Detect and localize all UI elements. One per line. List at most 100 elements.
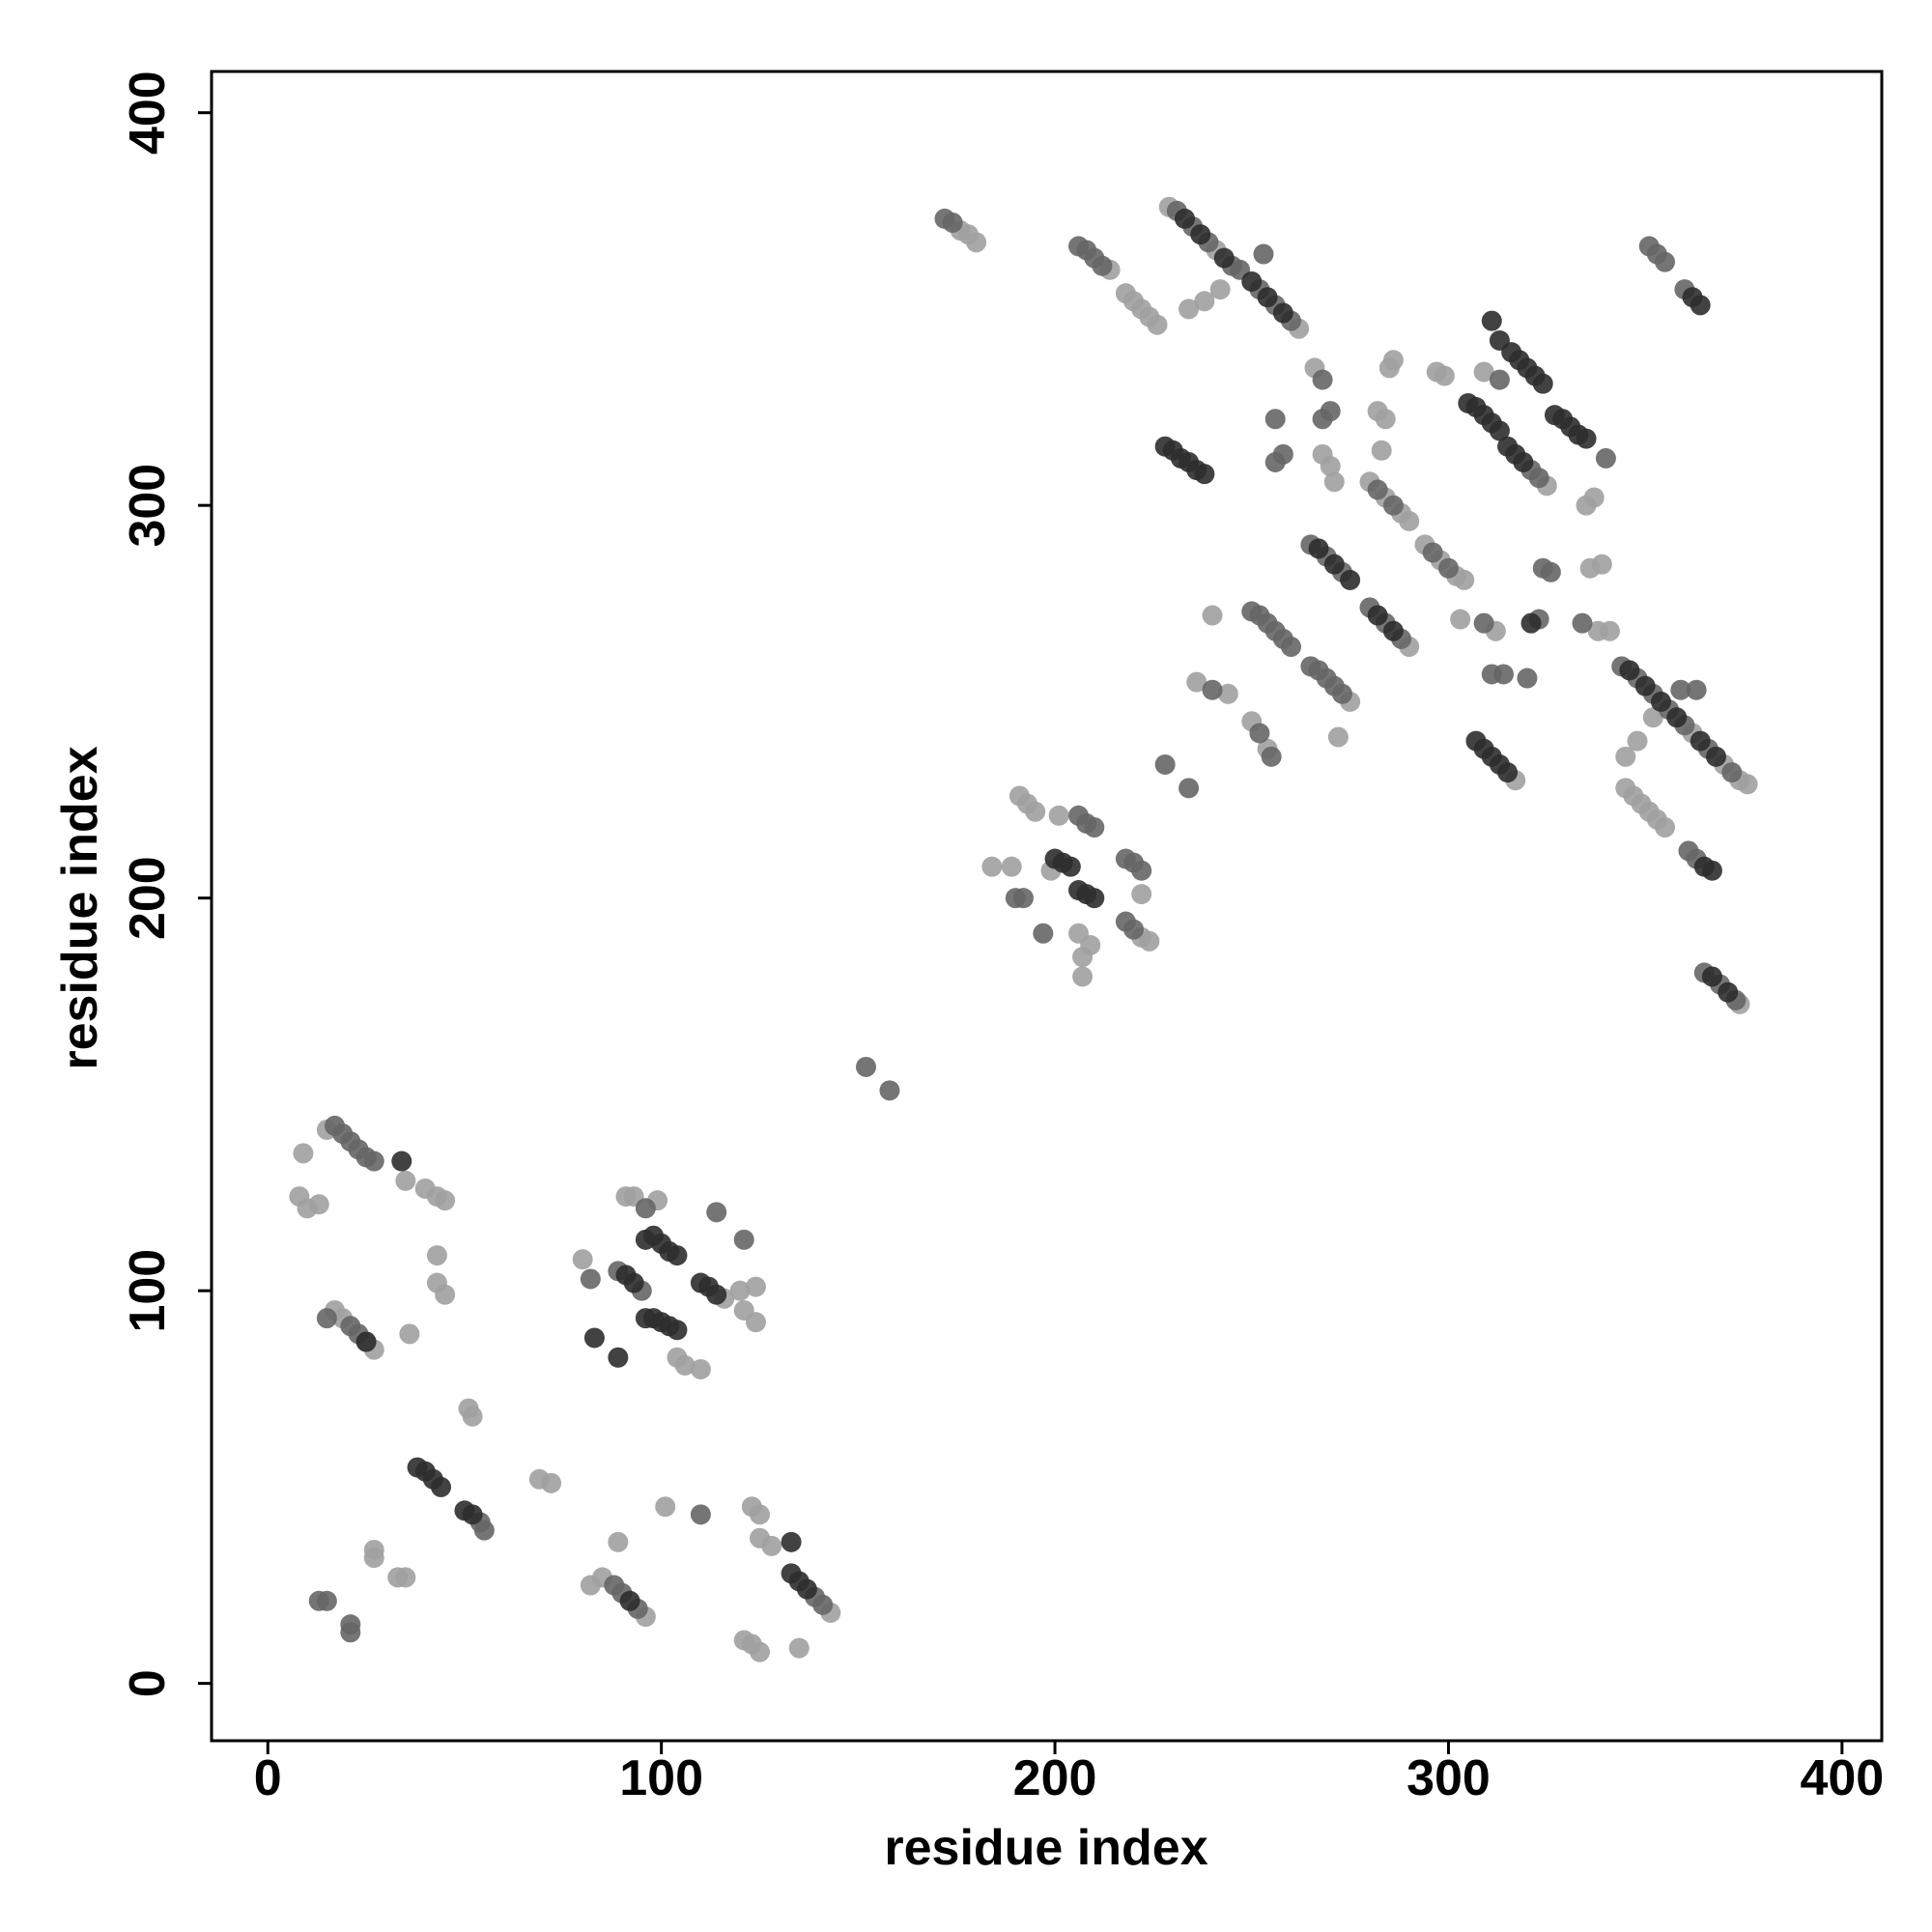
point	[348, 1139, 369, 1160]
point	[750, 1641, 771, 1662]
point	[856, 1056, 877, 1077]
point	[1642, 707, 1663, 728]
point	[1540, 561, 1561, 582]
point	[541, 1472, 562, 1493]
point	[788, 1637, 810, 1659]
point	[435, 1190, 456, 1211]
point	[1371, 440, 1392, 461]
point	[1320, 401, 1341, 422]
point	[1634, 675, 1656, 696]
point	[706, 1202, 727, 1223]
point	[796, 1578, 817, 1600]
point	[1532, 373, 1553, 394]
point	[1450, 609, 1471, 630]
point	[1139, 930, 1160, 952]
point	[1497, 762, 1519, 783]
point	[1340, 569, 1361, 590]
point	[1382, 495, 1404, 516]
point	[1186, 671, 1208, 693]
point	[1194, 464, 1215, 485]
x-tick-label: 300	[1406, 1750, 1491, 1806]
x-tick-label: 100	[619, 1750, 703, 1806]
point	[1072, 966, 1094, 987]
point	[1489, 420, 1510, 441]
y-tick-label: 0	[120, 1669, 176, 1697]
point	[1174, 208, 1195, 229]
point	[1520, 612, 1542, 634]
point	[1737, 774, 1758, 795]
point	[435, 1284, 456, 1305]
point	[690, 1358, 711, 1379]
point	[706, 1284, 727, 1305]
point	[1655, 251, 1676, 272]
point	[1323, 471, 1345, 493]
point	[1367, 479, 1388, 500]
point	[1092, 255, 1113, 276]
point	[462, 1406, 483, 1427]
point	[1599, 620, 1620, 641]
point	[1619, 660, 1640, 681]
point	[583, 1327, 605, 1349]
point	[1489, 369, 1510, 390]
x-tick-label: 200	[1013, 1750, 1097, 1806]
point	[981, 856, 1003, 877]
point	[608, 1531, 629, 1552]
point	[1179, 778, 1200, 799]
point	[623, 1272, 644, 1293]
point	[462, 1504, 483, 1525]
point	[1437, 557, 1459, 579]
point	[1123, 919, 1145, 940]
point	[1012, 888, 1034, 909]
point	[1595, 447, 1616, 469]
point	[1382, 620, 1404, 641]
point	[431, 1476, 452, 1497]
point	[426, 1245, 447, 1266]
point	[1154, 753, 1176, 775]
point	[1001, 856, 1022, 877]
point	[1686, 679, 1707, 700]
point	[1375, 409, 1396, 430]
point	[399, 1323, 420, 1345]
point	[1025, 801, 1046, 822]
point	[293, 1143, 314, 1164]
point	[1217, 683, 1238, 704]
point	[1705, 746, 1726, 767]
point	[966, 232, 987, 253]
point	[1655, 816, 1676, 838]
point	[1513, 451, 1534, 472]
point	[580, 1268, 601, 1290]
point	[363, 1548, 384, 1569]
point	[942, 212, 963, 233]
point	[1572, 612, 1593, 634]
point	[1473, 361, 1494, 383]
point	[1280, 637, 1301, 658]
point	[812, 1594, 834, 1615]
point	[619, 1590, 640, 1611]
y-tick-label: 100	[120, 1249, 176, 1333]
point	[1261, 746, 1282, 767]
point	[1241, 270, 1263, 292]
point	[1481, 310, 1502, 331]
point	[1084, 816, 1105, 838]
point	[1072, 947, 1094, 968]
point	[1253, 243, 1274, 265]
point	[745, 1276, 766, 1297]
point	[1190, 224, 1211, 245]
point	[1701, 966, 1722, 987]
point	[1179, 298, 1200, 320]
point	[340, 1622, 361, 1643]
point	[1382, 350, 1404, 371]
point	[1249, 723, 1270, 744]
point	[1434, 365, 1455, 386]
point	[572, 1249, 593, 1270]
point	[1084, 888, 1105, 909]
plot-frame	[210, 70, 1884, 1743]
point	[1492, 664, 1514, 685]
point	[781, 1531, 802, 1552]
point	[750, 1504, 771, 1525]
point	[1327, 726, 1349, 748]
point	[1131, 860, 1152, 881]
point	[1721, 762, 1743, 783]
point	[1209, 279, 1231, 300]
point	[1202, 679, 1223, 700]
